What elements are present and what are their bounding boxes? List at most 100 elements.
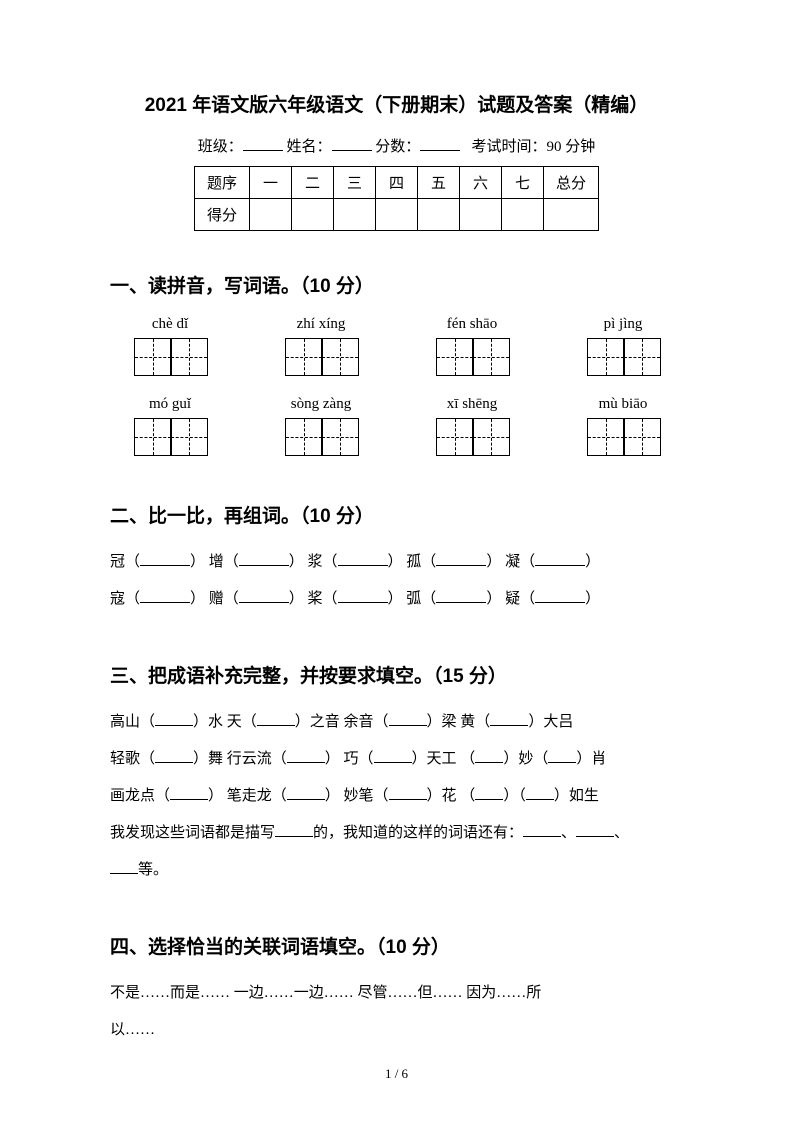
col-cell: 总分 [544,167,599,199]
blank[interactable] [374,762,412,763]
blank[interactable] [535,602,585,603]
blank[interactable] [140,602,190,603]
blank[interactable] [526,799,554,800]
col-cell: 三 [334,167,376,199]
blank[interactable] [576,836,614,837]
char-box-group [412,338,532,376]
char-box-group [110,338,230,376]
char-box[interactable] [170,338,208,376]
char-box[interactable] [587,418,625,456]
text: ） 赠（ [190,591,239,607]
blank[interactable] [155,725,193,726]
score-cell[interactable] [418,199,460,231]
blank[interactable] [436,565,486,566]
char-box[interactable] [623,418,661,456]
section2-content: 冠（） 增（） 浆（） 孤（） 凝（） 寇（） 赠（） 桨（） 弧（） 疑（） [110,546,683,616]
text: ） 疑（ [486,591,535,607]
score-cell[interactable] [292,199,334,231]
score-table: 题序 一 二 三 四 五 六 七 总分 得分 [194,166,599,231]
text: 等。 [138,862,168,878]
page-number: 1 / 6 [0,1066,793,1082]
pinyin-text: mù biāo [563,396,683,413]
blank[interactable] [239,602,289,603]
blank[interactable] [436,602,486,603]
blank[interactable] [389,799,427,800]
blank[interactable] [338,602,388,603]
score-blank[interactable] [420,136,460,151]
char-box-group [261,418,381,456]
blank[interactable] [287,799,325,800]
blank[interactable] [389,725,427,726]
char-box[interactable] [623,338,661,376]
char-box[interactable] [285,418,323,456]
text: 的，我知道的这样的词语还有： [313,825,523,841]
char-box[interactable] [472,418,510,456]
char-box[interactable] [134,418,172,456]
blank[interactable] [170,799,208,800]
text: ）花 （ [427,788,476,804]
pinyin-item: fén shāo [412,316,532,376]
char-box[interactable] [285,338,323,376]
score-cell[interactable] [250,199,292,231]
blank[interactable] [535,565,585,566]
text: ） 笔走龙（ [208,788,287,804]
blank[interactable] [110,873,138,874]
question-line: 等。 [110,854,683,887]
score-cell[interactable] [376,199,418,231]
text: ） 妙笔（ [325,788,389,804]
char-box[interactable] [170,418,208,456]
blank[interactable] [140,565,190,566]
blank[interactable] [239,565,289,566]
class-blank[interactable] [243,136,283,151]
pinyin-item: mù biāo [563,396,683,456]
score-cell[interactable] [544,199,599,231]
text: ）（ [503,788,526,804]
blank[interactable] [287,762,325,763]
char-box-group [110,418,230,456]
char-box-group [412,418,532,456]
section4-content: 不是……而是…… 一边……一边…… 尽管……但…… 因为……所 以…… [110,977,683,1047]
char-box[interactable] [436,338,474,376]
blank[interactable] [155,762,193,763]
pinyin-row: mó guǐ sòng zàng xī shēng mù biāo [110,396,683,456]
char-box[interactable] [321,338,359,376]
col-cell: 一 [250,167,292,199]
char-box-group [563,418,683,456]
blank[interactable] [475,799,503,800]
text: 、 [614,825,629,841]
text: 轻歌（ [110,751,155,767]
char-box[interactable] [321,418,359,456]
pinyin-text: mó guǐ [110,396,230,413]
col-cell: 四 [376,167,418,199]
char-box[interactable] [436,418,474,456]
question-line: 画龙点（） 笔走龙（） 妙笔（）花 （）（）如生 [110,780,683,813]
text: ） [585,591,600,607]
blank[interactable] [490,725,528,726]
score-cell[interactable] [334,199,376,231]
pinyin-text: chè dǐ [110,316,230,333]
char-box[interactable] [472,338,510,376]
char-box[interactable] [587,338,625,376]
blank[interactable] [338,565,388,566]
section2-title: 二、比一比，再组词。（10 分） [110,501,683,528]
text: ）舞 行云流（ [193,751,287,767]
blank[interactable] [475,762,503,763]
question-line: 冠（） 增（） 浆（） 孤（） 凝（） [110,546,683,579]
char-box[interactable] [134,338,172,376]
blank[interactable] [548,762,576,763]
score-cell[interactable] [460,199,502,231]
score-cell[interactable] [502,199,544,231]
col-cell: 二 [292,167,334,199]
blank[interactable] [257,725,295,726]
score-label: 分数： [375,139,420,155]
blank[interactable] [523,836,561,837]
pinyin-item: xī shēng [412,396,532,456]
name-blank[interactable] [332,136,372,151]
text: ） 孤（ [388,554,437,570]
pinyin-item: pì jìng [563,316,683,376]
blank[interactable] [275,836,313,837]
question-line: 高山（）水 天（）之音 余音（）梁 黄（）大吕 [110,706,683,739]
pinyin-item: sòng zàng [261,396,381,456]
text: ） 凝（ [486,554,535,570]
pinyin-row: chè dǐ zhí xíng fén shāo pì jìng [110,316,683,376]
